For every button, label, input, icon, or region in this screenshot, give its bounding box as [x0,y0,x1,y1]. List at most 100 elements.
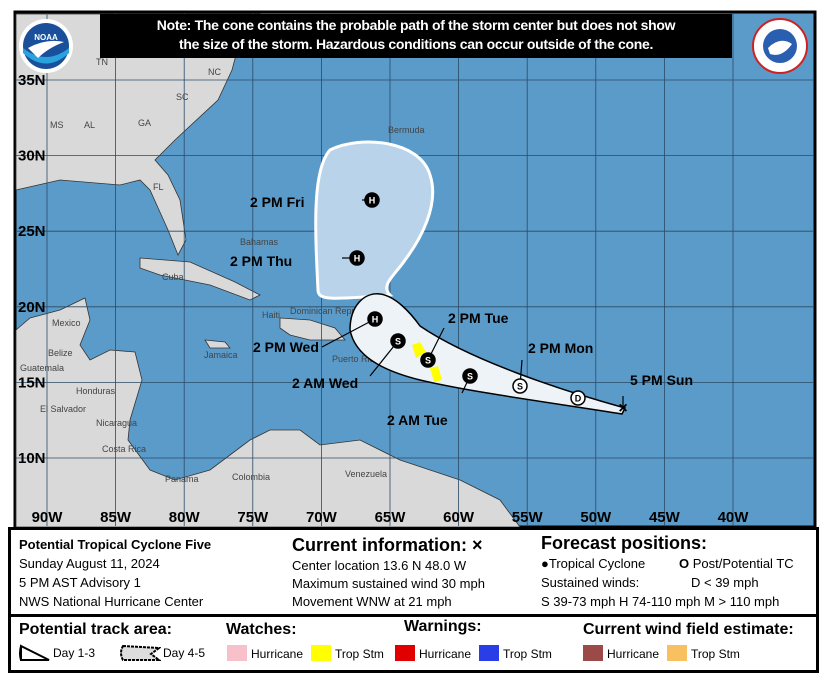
tropical-storm-watch-area [412,342,442,382]
place-label: Colombia [232,472,270,482]
warnings-title: Warnings: [404,618,482,635]
us-southeast [15,13,251,256]
place-label: Nicaragua [96,418,137,428]
place-label: Guatemala [20,363,64,373]
forecast-time-label: 2 AM Wed [292,375,358,391]
place-label: Dominican Republic [290,306,371,316]
forecast-point-h [349,250,365,266]
place-label: Costa Rica [102,444,146,454]
central-south-america [15,297,521,528]
place-label: MS [50,120,64,130]
day45-cone-icon [120,644,161,661]
legend-item-label: Hurricane [419,647,472,661]
lon-label: 65W [375,509,407,526]
forecast-map: 35N 30N 25N 20N 15N 10N 90W 85W 80W 75W 70W 65W 60W 5… [13,10,817,529]
place-label: NC [208,67,221,77]
place-label: SC [176,92,189,102]
advisory-number: 5 PM AST Advisory 1 [19,575,141,590]
lat-label: 35N [18,72,46,89]
lon-label: 40W [718,509,750,526]
lon-label: 70W [306,509,338,526]
forecast-time-label: 2 PM Wed [253,339,319,355]
place-label: TN [96,57,108,67]
track-area-title: Potential track area: [19,621,172,638]
place-label: Jamaica [204,350,238,360]
place-label: Bermuda [388,125,425,135]
filled-circle-icon: ● [541,556,549,571]
noaa-logo: NOAA [19,19,73,73]
place-label: Venezuela [345,469,387,479]
sustained-winds-label: Sustained winds: [541,575,640,590]
forecast-category: S [395,337,401,347]
cone-note: Note: The cone contains the probable pat… [100,14,732,58]
legend-item-label: Trop Stm [691,647,740,661]
legend-item-label: Hurricane [251,647,304,661]
place-label: Panama [165,474,199,484]
place-label: Honduras [76,386,116,396]
lon-label: 80W [169,509,201,526]
lon-label: 45W [649,509,681,526]
tc-label: Tropical Cyclone [548,556,646,571]
ptc-label: Post/Potential TC [692,556,794,571]
depression-category: D < 39 mph [691,575,759,590]
storm-name: Potential Tropical Cyclone Five [19,537,212,552]
lon-label: 55W [512,509,544,526]
place-label: Cuba [162,272,184,282]
place-label: Belize [48,348,73,358]
forecast-point-d [570,390,586,406]
forecast-category: D [575,394,582,404]
forecast-point-h [364,192,380,208]
legend-swatch [667,645,687,661]
forecast-point-s [512,378,528,394]
forecast-time-label: 2 AM Tue [387,412,448,428]
leader-line [321,318,376,348]
legend-item-label: Trop Stm [335,647,384,661]
max-wind: Maximum sustained wind 30 mph [292,576,485,591]
forecast-time-label: 2 PM Fri [250,194,304,210]
lat-label: 10N [18,450,46,467]
forecast-category: S [467,372,473,382]
wind-field-title: Current wind field estimate: [583,621,794,638]
watches-title: Watches: [226,621,297,638]
movement: Movement WNW at 21 mph [292,594,452,609]
center-location: Center location 13.6 N 48.0 W [292,558,467,573]
jamaica [204,339,231,349]
forecast-time-label: 2 PM Thu [230,253,292,269]
forecast-point-s [420,352,436,368]
nws-logo [752,18,808,74]
legend-swatch [583,645,603,661]
current-position-x-icon: × [618,400,627,417]
day13-label: Day 1-3 [53,646,96,660]
forecast-time-label: 2 PM Tue [448,310,509,326]
place-label: Mexico [52,318,81,328]
place-label: Bahamas [240,237,279,247]
lon-label: 75W [237,509,269,526]
forecast-category: H [372,315,379,325]
lon-label: 90W [32,509,64,526]
legend-swatch [227,645,247,661]
lat-label: 15N [18,374,46,391]
note-line-1: Note: The cone contains the probable pat… [156,17,676,33]
lat-label: 20N [18,299,46,316]
cuba [139,257,261,301]
legend-swatch [479,645,499,661]
forecast-category: S [425,356,431,366]
issuing-center: NWS National Hurricane Center [19,594,204,609]
info-panel: Potential Tropical Cyclone Five Sunday A… [8,527,819,617]
place-label: GA [138,118,151,128]
lon-label: 85W [100,509,132,526]
lat-label: 30N [18,148,46,165]
landmasses [15,13,521,528]
lat-label: 25N [18,223,46,240]
place-label: AL [84,120,95,130]
forecast-time-label: 5 PM Sun [630,372,693,388]
current-info-title: Current information: × [292,535,483,555]
day13-cone-icon [19,644,50,661]
legend-item-label: Hurricane [607,647,660,661]
forecast-category: S [517,382,523,392]
forecast-point-h [367,311,383,327]
place-label: El Salvador [40,404,86,414]
forecast-category: H [369,196,376,206]
place-label: Puerto Rico [332,354,379,364]
